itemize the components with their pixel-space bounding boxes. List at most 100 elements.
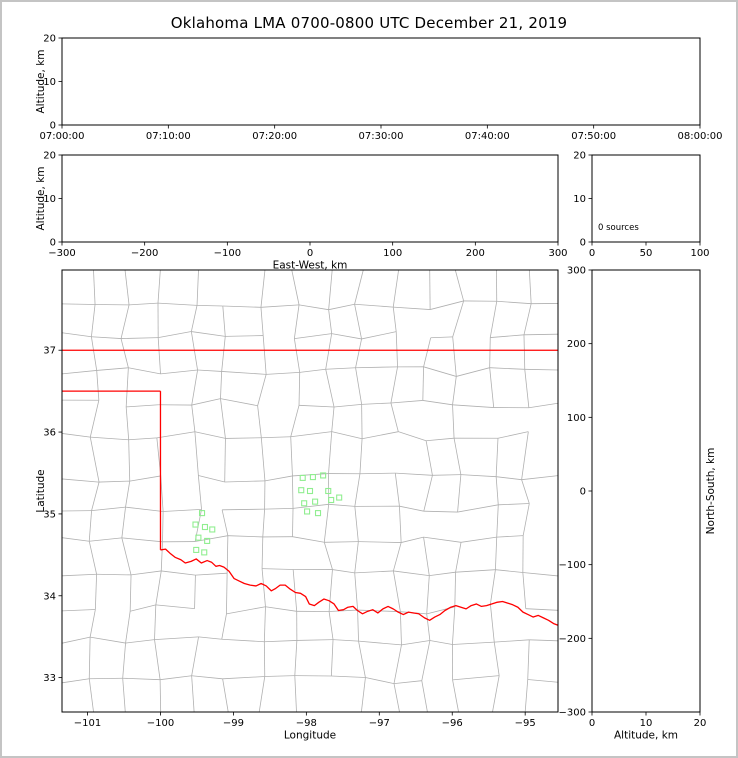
county-boundary-line: [128, 367, 161, 375]
panel-time-height: 07:00:00 07:10:00 07:20:00 07:30:00 07:40:00…: [35, 34, 722, 143]
county-boundary-line: [523, 334, 526, 370]
county-boundary-line: [452, 606, 456, 645]
county-boundary-line: [390, 400, 423, 404]
county-boundary-line: [122, 643, 126, 679]
county-boundary-line: [323, 504, 330, 543]
county-boundary-line: [524, 368, 558, 371]
county-boundary-line: [91, 506, 126, 512]
county-boundary-line: [125, 506, 164, 512]
county-boundary-line: [89, 437, 100, 483]
county-boundary-line: [195, 572, 228, 576]
county-boundary-line: [331, 333, 362, 340]
county-boundary-line: [224, 438, 226, 482]
county-boundary-line: [263, 606, 266, 642]
county-boundary-line: [496, 476, 522, 481]
county-boundary-line: [191, 405, 196, 432]
county-boundary-line: [421, 640, 431, 681]
figure-title: Oklahoma LMA 0700-0800 UTC December 21, …: [170, 14, 568, 32]
county-boundary-line: [425, 440, 433, 476]
y-tick-label: 10: [43, 194, 56, 205]
county-boundary-line: [498, 503, 530, 506]
county-boundary-line: [455, 569, 496, 573]
county-boundary-line: [492, 675, 500, 712]
county-boundary-line: [62, 370, 97, 375]
county-boundary-line: [521, 479, 530, 504]
county-boundary-line: [525, 608, 558, 611]
county-boundary-line: [99, 480, 130, 483]
county-boundary-line: [90, 436, 129, 441]
county-boundary-line: [393, 306, 431, 310]
y-tick-label: −100: [559, 560, 586, 571]
county-boundary-line: [89, 609, 96, 638]
county-boundary-line: [122, 677, 161, 681]
county-boundary-line: [222, 678, 229, 712]
county-boundary-line: [226, 535, 229, 574]
county-boundary-line: [292, 503, 329, 509]
county-boundary-line: [452, 641, 495, 645]
lightning-source-marker: [193, 546, 200, 553]
panel-ew-height: −300 −200 −100 0 100 200 300 0 10 20 East-West, km…: [35, 151, 568, 272]
county-boundary-line: [125, 481, 131, 508]
county-boundary-line: [160, 369, 198, 375]
county-boundary-line: [221, 336, 226, 372]
county-boundary-line: [523, 333, 558, 336]
county-boundary-line: [88, 510, 92, 542]
panel-histogram: 0 50 100 0 10 20 0 sources: [573, 151, 709, 260]
county-boundary-line: [291, 270, 300, 305]
county-boundary-line: [522, 572, 527, 609]
county-boundary-line: [354, 572, 358, 611]
county-boundary-line: [129, 574, 132, 612]
county-boundary-line: [423, 475, 433, 512]
county-boundary-line: [261, 568, 266, 607]
county-boundary-line: [156, 431, 195, 439]
county-boundary-line: [161, 570, 196, 576]
county-boundary-line: [264, 507, 294, 510]
county-boundary-line: [294, 675, 297, 712]
county-boundary-line: [399, 505, 424, 512]
county-boundary-line: [324, 541, 359, 543]
y-tick-label: 200: [567, 339, 586, 350]
county-boundary-line: [122, 678, 126, 712]
county-boundary-line: [62, 537, 90, 542]
county-boundary-line: [361, 431, 399, 440]
county-boundary-line: [262, 568, 294, 570]
county-boundary-line: [328, 303, 355, 311]
county-boundary-line: [392, 542, 402, 572]
county-boundary-line: [455, 542, 462, 573]
county-boundary-line: [355, 367, 363, 405]
county-boundary-line: [125, 639, 155, 644]
lightning-source-marker: [328, 496, 335, 504]
county-boundary-line: [331, 406, 335, 432]
county-boundary-line: [121, 337, 159, 339]
county-boundary-line: [490, 604, 495, 643]
county-boundary-line: [293, 304, 300, 339]
y-tick-label: 0: [580, 487, 586, 498]
county-boundary-line: [422, 400, 453, 406]
county-boundary-line: [361, 331, 397, 340]
county-boundary-line: [360, 677, 366, 712]
county-boundary-line: [62, 433, 91, 438]
y-tick-label: 20: [573, 151, 586, 162]
lightning-source-marker: [301, 500, 308, 507]
county-boundary-line: [154, 604, 157, 640]
county-boundary-line: [290, 431, 332, 438]
county-boundary-line: [429, 640, 453, 645]
county-boundary-line: [423, 510, 458, 513]
ylabel-ew-height: Altitude, km: [35, 166, 47, 230]
county-boundary-line: [125, 406, 130, 440]
county-boundary-line: [257, 405, 262, 438]
county-boundary-line: [261, 436, 291, 439]
county-boundary-line: [490, 334, 525, 338]
county-boundary-line: [452, 404, 494, 408]
county-boundary-line: [91, 336, 98, 371]
county-boundary-line: [220, 398, 226, 439]
county-boundary-line: [262, 509, 265, 537]
county-boundary-line: [121, 537, 163, 543]
county-boundary-line: [191, 675, 223, 680]
county-boundary-line: [264, 640, 297, 643]
lightning-source-marker: [204, 537, 211, 544]
y-tick-label: 10: [43, 77, 56, 88]
county-boundary-line: [452, 679, 459, 712]
county-boundary-line: [91, 481, 100, 511]
county-boundary-line: [421, 680, 428, 712]
